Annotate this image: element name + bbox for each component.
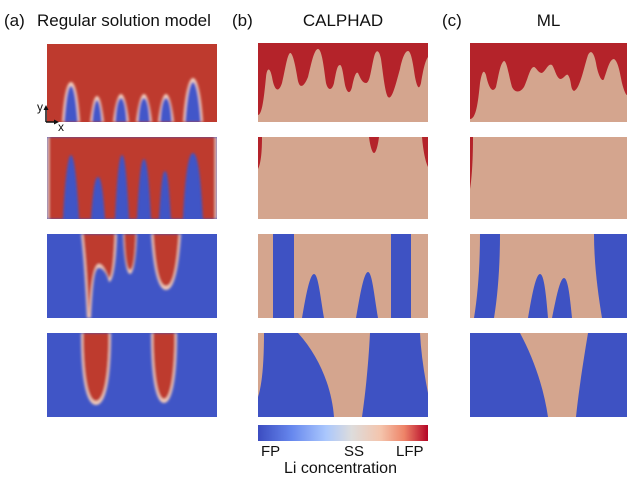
panel-a-frame-4 bbox=[47, 333, 217, 417]
panel-c-frame-3 bbox=[470, 234, 627, 318]
colorbar-tick-fp: FP bbox=[261, 443, 281, 460]
panel-a-frame-2 bbox=[47, 137, 217, 219]
panel-b-frame-4 bbox=[258, 333, 428, 417]
panel-b-letter: (b) bbox=[232, 11, 253, 30]
colorbar-tick-ss: SS bbox=[344, 443, 365, 460]
colorbar-label: Li concentration bbox=[284, 460, 397, 477]
axis-indicator-icon bbox=[43, 105, 59, 125]
colorbar-tick-lfp: LFP bbox=[396, 443, 424, 460]
panel-a-frame-1 bbox=[47, 44, 217, 122]
panel-a-title: Regular solution model bbox=[37, 11, 211, 30]
panel-c-frame-2 bbox=[470, 137, 627, 219]
panel-c-letter: (c) bbox=[442, 11, 462, 30]
panel-b-frame-2 bbox=[258, 137, 428, 219]
panel-a-letter: (a) bbox=[4, 11, 25, 30]
panel-c-frame-4 bbox=[470, 333, 627, 417]
colorbar bbox=[258, 425, 428, 441]
panel-c-title: ML bbox=[536, 11, 561, 30]
panel-b-frame-3 bbox=[258, 234, 428, 318]
axis-x-label: x bbox=[58, 120, 64, 134]
panel-a-frame-3 bbox=[47, 234, 217, 318]
axis-y-label: y bbox=[37, 100, 43, 114]
panel-b-title: CALPHAD bbox=[302, 11, 384, 30]
panel-b-frame-1 bbox=[258, 43, 428, 122]
panel-c-frame-1 bbox=[470, 43, 627, 122]
